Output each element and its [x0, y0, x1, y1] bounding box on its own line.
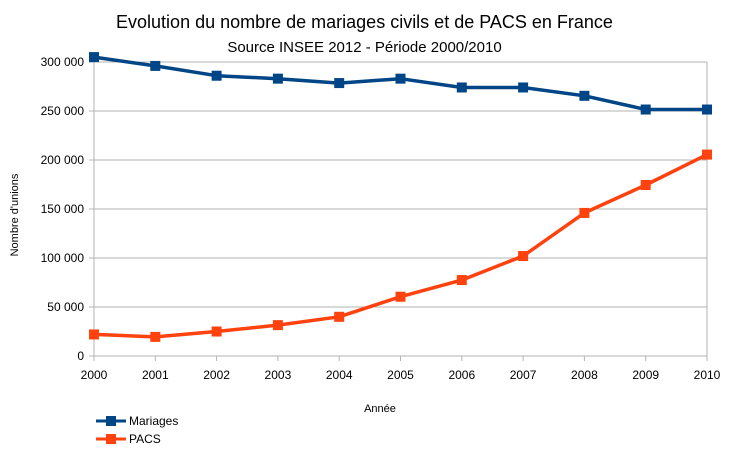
data-point-pacs — [456, 275, 467, 286]
legend-label-pacs: PACS — [129, 432, 161, 446]
data-point-pacs — [89, 329, 99, 340]
data-point-pacs — [334, 311, 345, 322]
x-tick-label: 2008 — [571, 368, 598, 382]
x-axis-title: Année — [364, 403, 396, 415]
x-tick-label: 2003 — [265, 368, 292, 382]
y-tick-label: 200 000 — [41, 153, 85, 167]
data-point-mariages — [89, 52, 99, 63]
data-point-mariages — [150, 60, 161, 71]
data-point-mariages — [334, 78, 345, 89]
y-tick-label: 300 000 — [41, 55, 85, 69]
data-point-mariages — [456, 82, 467, 93]
x-tick-labels: 2000 2001 2002 2003 2004 2005 2006 2007 2008 2009… — [81, 368, 721, 382]
x-tick-label: 2000 — [81, 368, 108, 382]
x-tick-label: 2002 — [203, 368, 230, 382]
x-tick-label: 2006 — [448, 368, 475, 382]
data-point-mariages — [579, 90, 590, 101]
series-layer — [89, 52, 712, 342]
gridlines — [94, 61, 707, 308]
y-tick-label: 50 000 — [47, 300, 84, 314]
legend-label-mariages: Mariages — [129, 414, 178, 428]
series-line-pacs — [93, 153, 708, 339]
data-point-pacs — [702, 149, 712, 160]
data-point-mariages — [211, 70, 222, 81]
data-point-pacs — [272, 320, 283, 331]
x-tick-label: 2007 — [510, 368, 537, 382]
x-tick-label: 2001 — [142, 368, 169, 382]
chart-subtitle: Source INSEE 2012 - Période 2000/2010 — [227, 39, 502, 56]
x-tick-label: 2009 — [632, 368, 659, 382]
data-point-mariages — [272, 73, 283, 84]
y-axis-title: Nombre d'unions — [9, 173, 21, 256]
legend-marker-pacs — [106, 434, 116, 444]
x-tick-label: 2010 — [694, 368, 721, 382]
data-point-pacs — [211, 326, 222, 337]
data-point-pacs — [640, 179, 651, 190]
data-point-pacs — [518, 251, 529, 262]
axes — [89, 61, 708, 361]
data-point-pacs — [150, 331, 161, 342]
chart-title: Evolution du nombre de mariages civils e… — [116, 12, 613, 32]
x-tick-label: 2005 — [387, 368, 414, 382]
data-point-mariages — [640, 104, 651, 115]
legend-marker-mariages — [106, 416, 116, 426]
y-tick-label: 0 — [77, 349, 84, 363]
y-tick-label: 250 000 — [41, 104, 85, 118]
data-point-pacs — [579, 207, 590, 218]
x-tick-label: 2004 — [326, 368, 353, 382]
y-tick-label: 150 000 — [41, 202, 85, 216]
data-point-mariages — [395, 73, 406, 84]
y-tick-labels: 0 50 000 100 000 150 000 200 000 250 000 300 0… — [41, 55, 85, 363]
data-point-mariages — [702, 104, 712, 115]
data-point-pacs — [395, 291, 406, 302]
legend: Mariages PACS — [96, 414, 178, 446]
data-point-mariages — [518, 82, 529, 93]
y-tick-label: 100 000 — [41, 251, 85, 265]
